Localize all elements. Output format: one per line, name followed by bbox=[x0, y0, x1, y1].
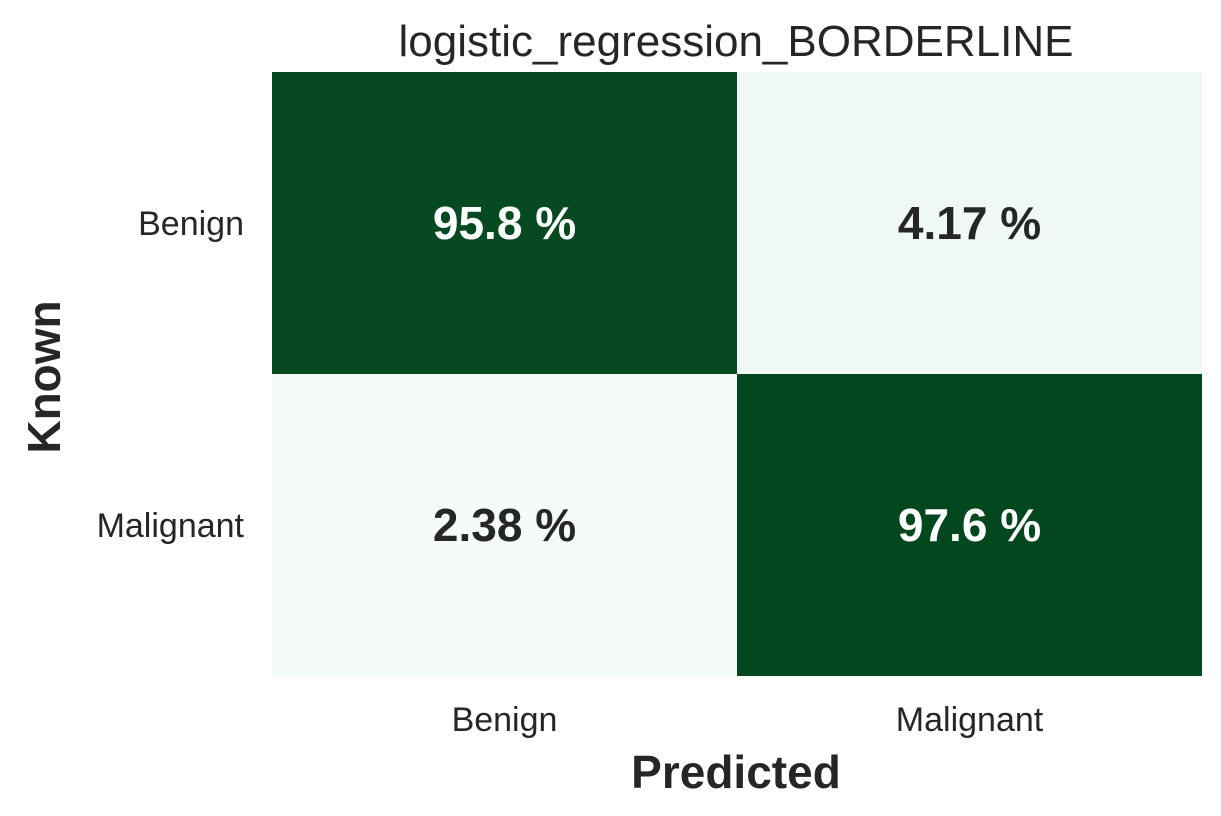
heatmap-cell-r0-c0 bbox=[272, 72, 737, 374]
x-tick-label: Malignant bbox=[896, 701, 1044, 739]
x-tick-label: Benign bbox=[452, 701, 558, 739]
y-tick-label: Benign bbox=[138, 205, 244, 243]
cell-label-r0-c1: 4.17 % bbox=[898, 197, 1041, 249]
y-tick-labels: Benign Malignant bbox=[97, 205, 245, 545]
cell-label-r1-c1: 97.6 % bbox=[898, 499, 1041, 551]
x-tick-labels: Benign Malignant bbox=[452, 701, 1044, 739]
chart-title: logistic_regression_BORDERLINE bbox=[399, 17, 1074, 66]
cell-label-r1-c0: 2.38 % bbox=[433, 499, 576, 551]
heatmap-cell-labels: 95.8 % 4.17 % 2.38 % 97.6 % bbox=[433, 197, 1041, 551]
x-axis-label: Predicted bbox=[631, 746, 841, 798]
cell-label-r0-c0: 95.8 % bbox=[433, 197, 576, 249]
heatmap-cell-r1-c0 bbox=[272, 374, 737, 676]
y-axis-label: Known bbox=[18, 300, 70, 453]
heatmap-cell-r1-c1 bbox=[737, 374, 1202, 676]
heatmap-cell-r0-c1 bbox=[737, 72, 1202, 374]
y-tick-label: Malignant bbox=[97, 507, 245, 545]
heatmap-cells bbox=[272, 72, 1202, 676]
